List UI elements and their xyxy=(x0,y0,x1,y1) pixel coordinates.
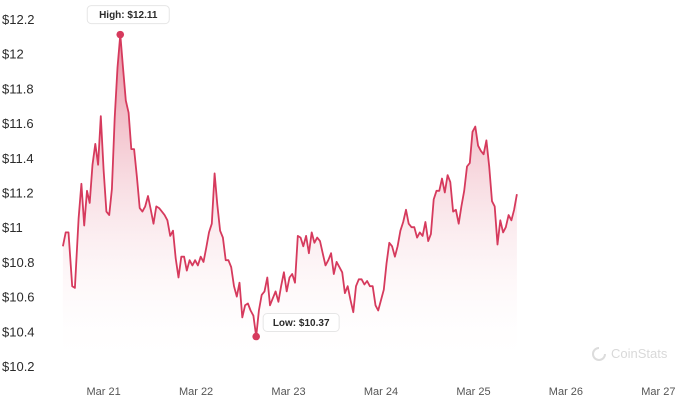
coinstats-logo-icon xyxy=(592,346,606,361)
x-tick-label: Mar 22 xyxy=(179,386,213,398)
y-tick-label: $11 xyxy=(2,220,23,235)
x-tick-label: Mar 24 xyxy=(364,386,398,398)
x-tick-label: Mar 21 xyxy=(86,386,120,398)
extreme-point-marker xyxy=(116,30,125,39)
x-tick-label: Mar 23 xyxy=(271,386,305,398)
y-tick-label: $12.2 xyxy=(2,12,35,27)
y-tick-label: $10.2 xyxy=(2,359,35,374)
annotations: High: $12.11 Low: $10.37 xyxy=(86,5,340,341)
callout-label: Low: $10.37 xyxy=(273,318,330,329)
high-callout: High: $12.11 xyxy=(86,5,170,39)
callout-box xyxy=(262,313,340,333)
y-tick-label: $12 xyxy=(2,47,24,62)
price-line xyxy=(62,33,518,338)
y-tick-label: $11.2 xyxy=(2,186,34,201)
y-tick-label: $10.6 xyxy=(2,290,35,305)
watermark-text: CoinStats xyxy=(611,346,668,361)
x-tick-label: Mar 27 xyxy=(641,386,675,398)
y-tick-label: $11.8 xyxy=(2,81,34,96)
callout-label: High: $12.11 xyxy=(99,10,158,21)
x-tick-label: Mar 25 xyxy=(456,386,490,398)
x-axis: Mar 21 Mar 22 Mar 23 Mar 24 Mar 25 Mar 26 Mar … xyxy=(86,386,675,398)
y-tick-label: $11.4 xyxy=(2,151,34,166)
extreme-point-marker xyxy=(252,332,260,341)
y-axis: $12.2 $12 $11.8 $11.6 $11.4 $11.2 $11 $10.8 $10.… xyxy=(2,12,35,374)
y-tick-label: $10.4 xyxy=(2,324,35,339)
y-tick-label: $11.6 xyxy=(2,116,34,131)
low-callout: Low: $10.37 xyxy=(252,313,340,341)
plot-area xyxy=(62,33,518,366)
price-area-fill xyxy=(62,34,517,366)
coinstats-watermark: CoinStats xyxy=(592,346,667,361)
x-tick-label: Mar 26 xyxy=(549,386,583,398)
callout-box xyxy=(86,5,170,25)
y-tick-label: $10.8 xyxy=(2,255,35,270)
